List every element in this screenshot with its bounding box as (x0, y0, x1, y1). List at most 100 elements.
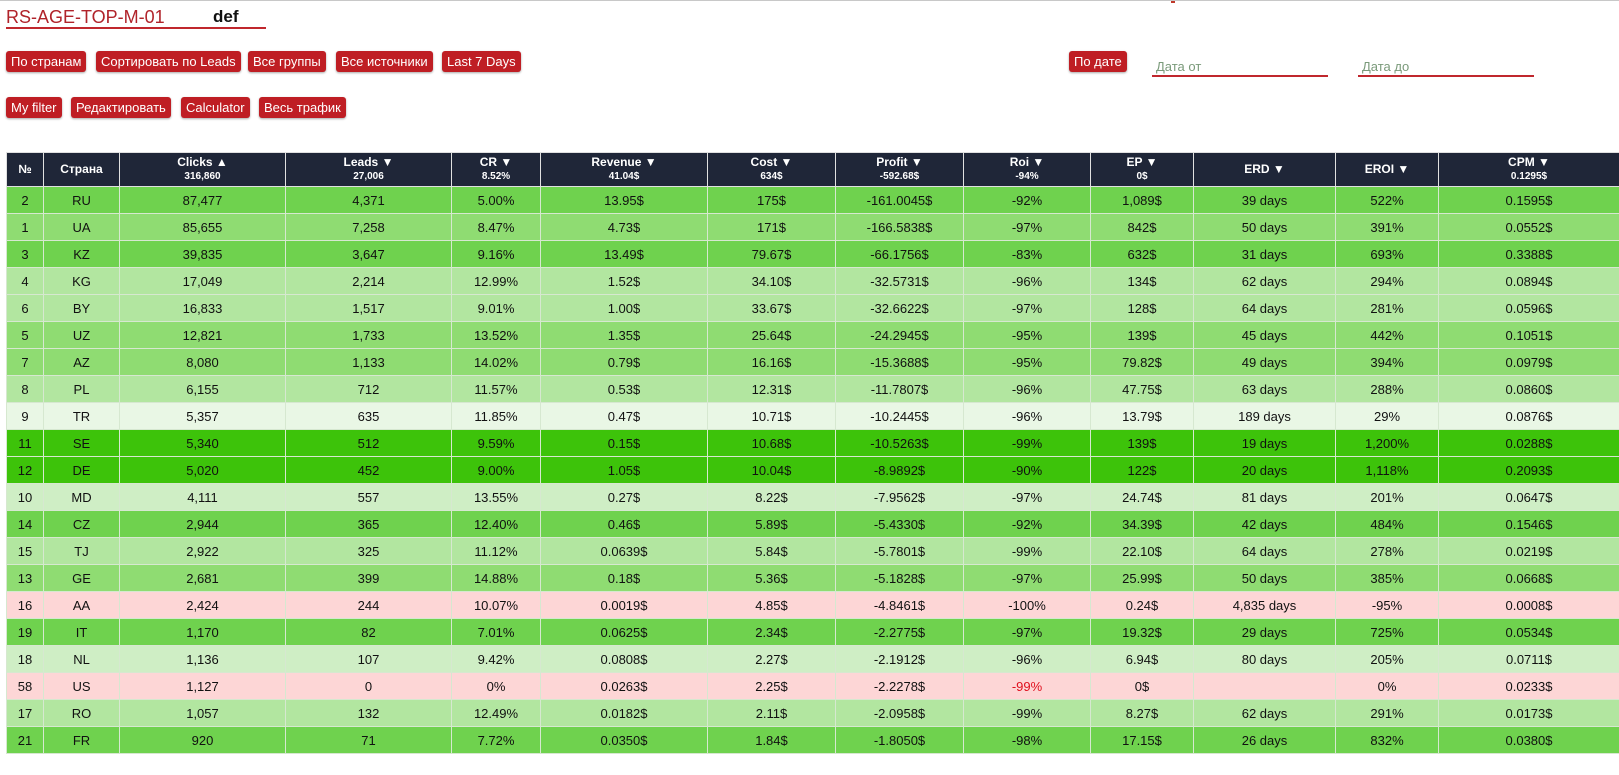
col-header-cpm[interactable]: CPM ▼ 0.1295$ (1438, 152, 1619, 187)
col-header-country: Страна (43, 152, 120, 187)
col-header-cost[interactable]: Cost ▼ 634$ (707, 152, 836, 187)
cell-eroi: 205% (1335, 645, 1439, 673)
cell-eroi: 1,200% (1335, 429, 1439, 457)
cell-revenue: 0.0263$ (540, 672, 708, 700)
cell-revenue: 1.00$ (540, 294, 708, 322)
cell-cost: 4.85$ (707, 591, 836, 619)
cell-cost: 33.67$ (707, 294, 836, 322)
cell-leads: 1,517 (285, 294, 452, 322)
table-row: 9 TR 5,357 635 11.85% 0.47$ 10.71$ -10.2445$ -96… (6, 402, 1619, 430)
cell-revenue: 1.52$ (540, 267, 708, 295)
cell-number: 14 (6, 510, 44, 538)
date-from-field[interactable] (1152, 53, 1328, 77)
table-row: 1 UA 85,655 7,258 8.47% 4.73$ 171$ -166.5838$ -9… (6, 213, 1619, 241)
sort-by-leads-button[interactable]: Сортировать по Leads (96, 51, 241, 72)
cell-leads: 7,258 (285, 213, 452, 241)
cell-roi: -97% (963, 213, 1091, 241)
cell-country: FR (43, 726, 120, 754)
clicks-total: 316,860 (184, 171, 221, 182)
table-header-row: № Страна Clicks ▲ 316,860 Leads ▼ 27,006 C… (6, 152, 1619, 187)
cell-leads: 71 (285, 726, 452, 754)
cell-country: UZ (43, 321, 120, 349)
cell-cr: 7.01% (451, 618, 541, 646)
cell-cost: 10.04$ (707, 456, 836, 484)
cell-eroi: 288% (1335, 375, 1439, 403)
cell-roi: -97% (963, 618, 1091, 646)
col-header-roi[interactable]: Roi ▼ -94% (963, 152, 1091, 187)
cell-profit: -1.8050$ (835, 726, 964, 754)
last-7-days-button[interactable]: Last 7 Days (442, 51, 521, 72)
cell-cost: 12.31$ (707, 375, 836, 403)
cell-country: BY (43, 294, 120, 322)
table-row: 19 IT 1,170 82 7.01% 0.0625$ 2.34$ -2.2775$ -97%… (6, 618, 1619, 646)
all-sources-button[interactable]: Все источники (336, 51, 433, 72)
cell-cpm: 0.0596$ (1438, 294, 1619, 322)
cell-ep: 6.94$ (1090, 645, 1194, 673)
cell-leads: 82 (285, 618, 452, 646)
col-header-profit[interactable]: Profit ▼ -592.68$ (835, 152, 964, 187)
cell-eroi: 385% (1335, 564, 1439, 592)
col-header-cr[interactable]: CR ▼ 8.52% (451, 152, 541, 187)
col-header-clicks[interactable]: Clicks ▲ 316,860 (119, 152, 286, 187)
cell-revenue: 0.0350$ (540, 726, 708, 754)
cell-roi: -100% (963, 591, 1091, 619)
cell-cost: 175$ (707, 186, 836, 214)
cell-roi: -99% (963, 699, 1091, 727)
cell-cr: 13.52% (451, 321, 541, 349)
cell-number: 11 (6, 429, 44, 457)
col-header-erd[interactable]: ERD ▼ (1193, 152, 1336, 187)
cell-ep: 122$ (1090, 456, 1194, 484)
cell-revenue: 0.53$ (540, 375, 708, 403)
cell-leads: 1,733 (285, 321, 452, 349)
cell-clicks: 2,424 (119, 591, 286, 619)
calculator-button[interactable]: Calculator (181, 97, 250, 118)
all-traffic-button[interactable]: Весь трафик (259, 97, 346, 118)
cell-cpm: 0.1051$ (1438, 321, 1619, 349)
cell-cr: 9.16% (451, 240, 541, 268)
cell-eroi: 0% (1335, 672, 1439, 700)
my-filter-button[interactable]: My filter (6, 97, 62, 118)
cell-cpm: 0.0668$ (1438, 564, 1619, 592)
cell-profit: -10.2445$ (835, 402, 964, 430)
col-header-ep[interactable]: EP ▼ 0$ (1090, 152, 1194, 187)
table-row: 12 DE 5,020 452 9.00% 1.05$ 10.04$ -8.9892$ -90%… (6, 456, 1619, 484)
edit-button[interactable]: Редактировать (71, 97, 171, 118)
col-header-leads[interactable]: Leads ▼ 27,006 (285, 152, 452, 187)
by-countries-button[interactable]: По странам (6, 51, 87, 72)
date-to-field[interactable] (1358, 53, 1534, 77)
cell-profit: -32.6622$ (835, 294, 964, 322)
cell-clicks: 87,477 (119, 186, 286, 214)
cell-clicks: 1,127 (119, 672, 286, 700)
cell-cr: 9.00% (451, 456, 541, 484)
cell-country: NL (43, 645, 120, 673)
col-header-eroi[interactable]: EROI ▼ (1335, 152, 1439, 187)
cell-eroi: -95% (1335, 591, 1439, 619)
all-groups-button[interactable]: Все группы (248, 51, 326, 72)
page-subtitle: def (213, 7, 239, 26)
cell-cost: 1.84$ (707, 726, 836, 754)
cell-leads: 557 (285, 483, 452, 511)
cell-leads: 1,133 (285, 348, 452, 376)
cell-leads: 512 (285, 429, 452, 457)
cell-profit: -24.2945$ (835, 321, 964, 349)
col-header-revenue[interactable]: Revenue ▼ 41.04$ (540, 152, 708, 187)
cell-clicks: 5,020 (119, 456, 286, 484)
cell-leads: 132 (285, 699, 452, 727)
cell-erd: 62 days (1193, 267, 1336, 295)
cell-ep: 34.39$ (1090, 510, 1194, 538)
cell-clicks: 1,170 (119, 618, 286, 646)
cell-roi: -96% (963, 402, 1091, 430)
cell-number: 9 (6, 402, 44, 430)
by-date-button[interactable]: По дате (1069, 51, 1127, 72)
cell-profit: -10.5263$ (835, 429, 964, 457)
cell-cpm: 0.0552$ (1438, 213, 1619, 241)
cell-number: 12 (6, 456, 44, 484)
cell-cr: 11.12% (451, 537, 541, 565)
cell-cpm: 0.0288$ (1438, 429, 1619, 457)
cell-erd: 50 days (1193, 213, 1336, 241)
cell-erd: 50 days (1193, 564, 1336, 592)
cell-cr: 14.88% (451, 564, 541, 592)
cell-ep: 79.82$ (1090, 348, 1194, 376)
cell-cost: 10.71$ (707, 402, 836, 430)
table-row: 17 RO 1,057 132 12.49% 0.0182$ 2.11$ -2.0958$ -9… (6, 699, 1619, 727)
